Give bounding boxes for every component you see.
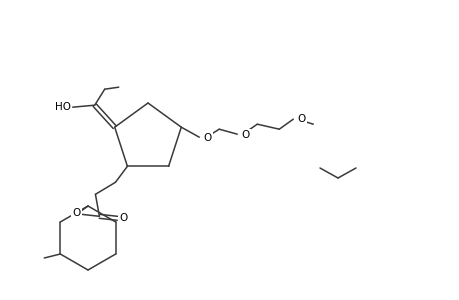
Text: O: O [119, 213, 127, 223]
Text: HO: HO [55, 102, 71, 112]
Text: O: O [297, 114, 305, 124]
Text: O: O [203, 133, 211, 143]
Text: O: O [241, 130, 249, 140]
Text: O: O [72, 208, 80, 218]
